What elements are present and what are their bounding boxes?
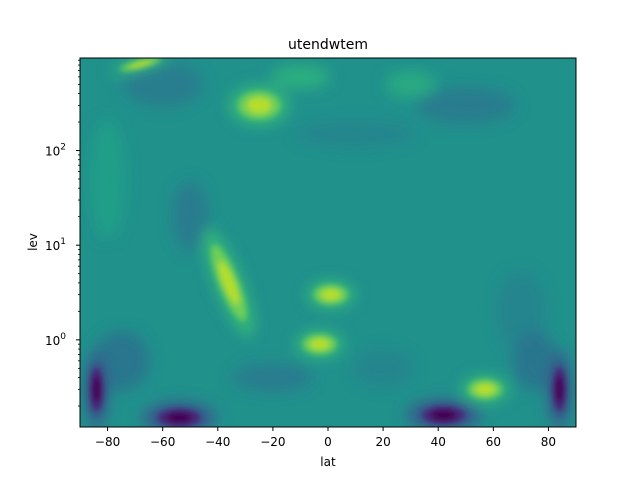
x-tick-label: 0 [324, 435, 332, 449]
x-axis: −80 −60 −40 −20 0 20 40 60 80 [95, 427, 556, 449]
x-axis-label: lat [320, 455, 336, 469]
y-tick-label: 100 [45, 332, 66, 348]
heatmap-low [430, 409, 457, 421]
x-tick-label: −20 [260, 435, 285, 449]
heatmap-low [166, 412, 193, 424]
heatmap-texture [232, 363, 313, 392]
heatmap-low [555, 375, 564, 403]
heatmap-high [218, 261, 239, 305]
heatmap-high [247, 97, 272, 114]
y-axis: 100 101 102 [45, 59, 80, 407]
heatmap-low [92, 375, 101, 403]
heatmap-texture [512, 330, 557, 391]
x-tick-label: 80 [541, 435, 556, 449]
x-tick-label: −80 [95, 435, 120, 449]
x-tick-label: −40 [205, 435, 230, 449]
heatmap-texture [89, 119, 126, 240]
x-tick-label: 20 [375, 435, 390, 449]
heatmap-high [310, 338, 330, 350]
heatmap-texture [385, 70, 436, 99]
heatmap-texture [270, 64, 331, 89]
heatmap-high [475, 383, 495, 395]
x-tick-label: 60 [486, 435, 501, 449]
y-tick-label: 102 [45, 143, 66, 159]
x-tick-label: 40 [431, 435, 446, 449]
x-tick-label: −60 [150, 435, 175, 449]
y-axis-label: lev [26, 233, 40, 251]
heatmap-area [80, 58, 576, 427]
heatmap-high [129, 60, 153, 68]
heatmap-high [321, 289, 341, 301]
heatmap-texture [415, 87, 516, 124]
heatmap-texture [353, 350, 414, 387]
y-tick-label: 101 [45, 237, 66, 253]
heatmap-texture [122, 62, 203, 107]
heatmap-texture [172, 181, 209, 252]
chart-title: utendwtem [288, 37, 368, 53]
heatmap-texture [295, 121, 416, 146]
